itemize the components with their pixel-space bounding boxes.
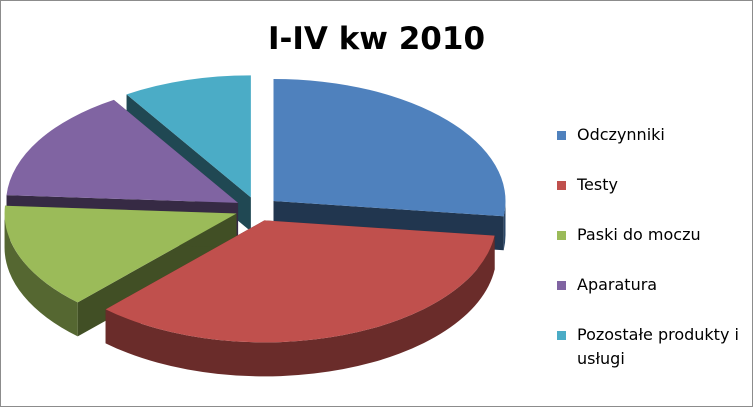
pie-slice-testy — [105, 220, 495, 343]
legend-swatch — [557, 281, 566, 290]
legend-item: Pozostałe produkty i usługi — [557, 323, 747, 371]
legend-swatch — [557, 331, 566, 340]
legend-swatch — [557, 181, 566, 190]
pie-slice-rim — [105, 235, 495, 377]
legend-item: Odczynniki — [557, 123, 747, 147]
pie-slice-rim — [503, 200, 506, 251]
legend-label: Paski do moczu — [577, 225, 701, 244]
legend-swatch — [557, 131, 566, 140]
pie-slice-odczynniki — [273, 78, 506, 217]
pie-plot — [4, 75, 506, 377]
pie-tops — [4, 75, 506, 343]
pie-slice-rim — [4, 213, 78, 337]
legend-swatch — [557, 231, 566, 240]
legend-item: Paski do moczu — [557, 223, 747, 247]
legend-label: Pozostałe produkty i usługi — [577, 325, 739, 368]
legend-item: Testy — [557, 173, 747, 197]
pie-slice-paski-do-moczu — [4, 205, 237, 303]
pie-slice-aparatura — [6, 99, 239, 203]
pie-slice-pozostałe-produkty-i-usługi — [126, 75, 251, 198]
legend-label: Aparatura — [577, 275, 658, 294]
legend: Odczynniki Testy Paski do moczu Aparatura Po… — [557, 123, 747, 397]
chart-title: I-IV kw 2010 — [267, 21, 486, 57]
legend-label: Odczynniki — [577, 125, 665, 144]
legend-label: Testy — [577, 175, 618, 194]
legend-item: Aparatura — [557, 273, 747, 297]
